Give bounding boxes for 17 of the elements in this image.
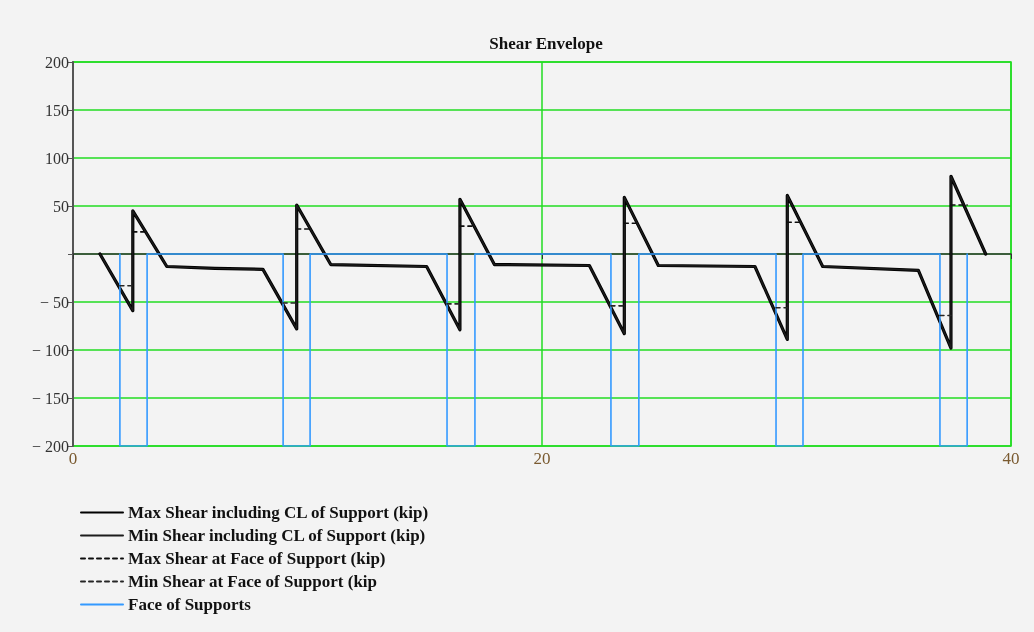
- legend-label: Min Shear at Face of Support (kip: [128, 572, 378, 591]
- y-tick-label: − 50: [39, 293, 69, 311]
- legend-label: Max Shear including CL of Support (kip): [128, 503, 429, 522]
- y-tick-label: 100: [45, 149, 69, 167]
- y-tick-label: 50: [53, 197, 69, 215]
- y-tick-label: 150: [45, 101, 69, 119]
- x-tick-label: 20: [533, 449, 551, 468]
- x-tick-label: 40: [1002, 449, 1020, 468]
- x-tick-label: 0: [68, 449, 78, 468]
- y-tick-label: − 150: [31, 389, 69, 407]
- y-tick-label: − 200: [31, 437, 69, 455]
- y-tick-label: − 100: [31, 341, 69, 359]
- legend-label: Face of Supports: [128, 595, 252, 614]
- y-tick-label: 200: [45, 53, 69, 71]
- chart-title: Shear Envelope: [489, 34, 604, 53]
- legend-label: Min Shear including CL of Support (kip): [128, 526, 426, 545]
- legend-label: Max Shear at Face of Support (kip): [128, 549, 386, 568]
